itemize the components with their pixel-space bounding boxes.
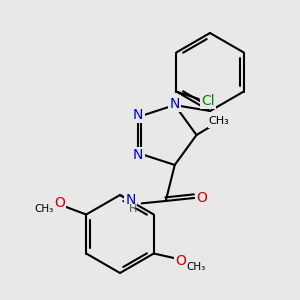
Text: CH₃: CH₃ — [208, 116, 230, 127]
Text: O: O — [196, 191, 207, 205]
Text: N: N — [169, 97, 180, 110]
Text: Cl: Cl — [201, 94, 214, 107]
Text: CH₃: CH₃ — [186, 262, 206, 272]
Text: N: N — [133, 108, 143, 122]
Text: H: H — [128, 204, 137, 214]
Text: CH₃: CH₃ — [34, 204, 54, 214]
Text: N: N — [125, 194, 136, 207]
Text: N: N — [133, 148, 143, 162]
Text: O: O — [54, 196, 65, 210]
Text: O: O — [175, 254, 186, 268]
